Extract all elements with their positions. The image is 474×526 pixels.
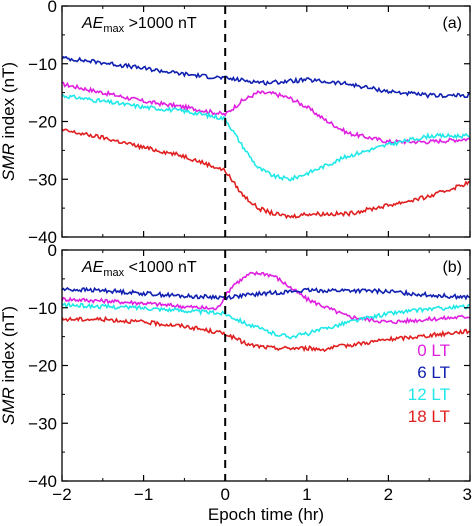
y-axis-label-italic: SMR xyxy=(0,143,18,181)
y-tick-label: 0 xyxy=(48,241,57,260)
y-tick-label: −10 xyxy=(28,55,57,74)
legend-entry: 0 LT xyxy=(417,341,450,360)
plot-frame xyxy=(61,249,471,482)
y-axis-label: SMR index (nT) xyxy=(0,306,18,425)
series-line-0-lt xyxy=(62,270,470,325)
condition-sub: max xyxy=(103,23,124,35)
x-axis-ticks: −2 −1 0 1 2 3 xyxy=(52,250,472,504)
condition-rest: >1000 nT xyxy=(124,15,197,32)
x-axis-ticks xyxy=(61,6,471,237)
y-tick-label: −20 xyxy=(28,357,57,376)
x-tick-label: 0 xyxy=(220,485,229,504)
y-axis-label: SMR index (nT) xyxy=(0,62,18,181)
x-tick-label: 2 xyxy=(384,485,393,504)
y-axis-label-rest: index (nT) xyxy=(0,306,18,387)
condition-sub: max xyxy=(103,267,124,279)
condition-main: AE xyxy=(81,15,104,32)
series-line-18-lt xyxy=(62,315,470,353)
y-axis-ticks: 0 −10 −20 −30 −40 xyxy=(28,241,470,491)
condition-main: AE xyxy=(81,259,104,276)
series-line-12-lt xyxy=(62,301,470,340)
y-axis-ticks: 0 −10 −20 −30 −40 xyxy=(28,0,470,247)
series-line-18-lt xyxy=(62,128,470,220)
x-tick-label: 1 xyxy=(302,485,311,504)
y-tick-label: −40 xyxy=(28,228,57,247)
y-tick-label: −10 xyxy=(28,299,57,318)
panel-b: 0−10−20−30−40 −2 −1 0 1 2 3 AEmax <1000 nT (b… xyxy=(0,241,472,504)
y-tick-label: 0 xyxy=(48,0,57,16)
x-axis-label: Epoch time (hr) xyxy=(208,505,324,524)
legend-entry: 6 LT xyxy=(417,363,450,382)
y-tick-label: −20 xyxy=(28,113,57,132)
x-tick-label: −1 xyxy=(134,485,153,504)
y-axis-label-rest: index (nT) xyxy=(0,62,18,143)
y-tick-label: −30 xyxy=(28,414,57,433)
y-tick-label: −30 xyxy=(28,170,57,189)
series-line-6-lt xyxy=(62,286,470,301)
y-axis-label-italic: SMR xyxy=(0,387,18,425)
condition-label: AEmax >1000 nT xyxy=(81,15,197,35)
legend-entry: 12 LT xyxy=(408,385,450,404)
condition-label: AEmax <1000 nT xyxy=(81,259,197,279)
panel-label: (a) xyxy=(442,15,462,32)
legend: 0 LT 6 LT 12 LT 18 LT xyxy=(408,341,450,426)
series-line-12-lt xyxy=(62,94,470,182)
x-tick-label: −2 xyxy=(52,485,71,504)
series-line-6-lt xyxy=(62,55,470,99)
legend-entry: 18 LT xyxy=(408,407,450,426)
y-tick-label: −40 xyxy=(28,472,57,491)
condition-rest: <1000 nT xyxy=(124,259,197,276)
plot-frame xyxy=(61,5,471,238)
x-tick-label: 3 xyxy=(463,485,472,504)
panel-a: 0 −10 −20 −30 −40 AEmax >1000 nT (a) SMR ind… xyxy=(0,0,471,247)
panel-label: (b) xyxy=(442,259,462,276)
